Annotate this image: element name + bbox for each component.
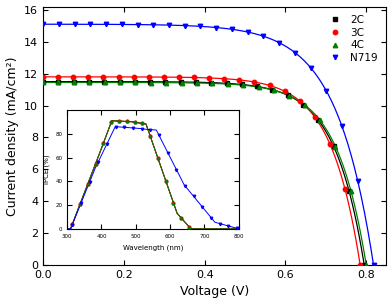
4C xyxy=(318,119,323,122)
4C xyxy=(364,263,368,267)
N719 xyxy=(292,51,297,54)
N719 xyxy=(72,22,77,26)
2C xyxy=(224,81,229,85)
4C xyxy=(256,85,261,89)
3C xyxy=(267,84,272,87)
4C xyxy=(133,81,138,84)
N719 xyxy=(41,22,45,26)
N719 xyxy=(88,22,93,26)
3C xyxy=(282,89,287,93)
2C xyxy=(56,80,61,84)
3C xyxy=(298,99,302,103)
4C xyxy=(41,81,45,84)
2C xyxy=(102,80,107,84)
N719 xyxy=(324,89,328,93)
2C xyxy=(331,145,336,148)
4C xyxy=(225,82,230,86)
Line: 3C: 3C xyxy=(41,74,363,267)
N719 xyxy=(167,23,171,27)
Legend: 2C, 3C, 4C, N719: 2C, 3C, 4C, N719 xyxy=(320,12,381,66)
N719 xyxy=(214,26,218,29)
N719 xyxy=(356,179,360,183)
2C xyxy=(132,80,137,84)
4C xyxy=(302,103,307,107)
3C xyxy=(192,76,196,79)
N719 xyxy=(340,125,345,128)
N719 xyxy=(245,30,250,34)
3C xyxy=(101,75,106,79)
3C xyxy=(358,263,363,267)
2C xyxy=(362,263,367,267)
3C xyxy=(252,80,257,84)
N719 xyxy=(120,22,124,26)
2C xyxy=(163,80,168,84)
N719 xyxy=(371,263,376,267)
Y-axis label: Current density (mA/cm²): Current density (mA/cm²) xyxy=(5,56,18,216)
4C xyxy=(87,81,92,84)
3C xyxy=(207,76,212,80)
N719 xyxy=(277,41,281,44)
3C xyxy=(328,142,332,146)
4C xyxy=(118,81,122,84)
4C xyxy=(56,81,61,84)
2C xyxy=(209,81,214,85)
3C xyxy=(177,75,181,79)
4C xyxy=(102,81,107,84)
4C xyxy=(287,94,292,98)
3C xyxy=(131,75,136,79)
2C xyxy=(117,80,122,84)
N719 xyxy=(151,23,156,27)
3C xyxy=(312,115,317,119)
2C xyxy=(285,93,290,97)
N719 xyxy=(103,22,108,26)
3C xyxy=(41,75,45,79)
X-axis label: Voltage (V): Voltage (V) xyxy=(180,285,249,299)
N719 xyxy=(135,23,140,26)
N719 xyxy=(198,25,203,28)
3C xyxy=(147,75,151,79)
4C xyxy=(71,81,76,84)
2C xyxy=(301,103,305,106)
N719 xyxy=(230,27,234,31)
2C xyxy=(148,80,152,84)
3C xyxy=(162,75,166,79)
3C xyxy=(222,77,227,81)
2C xyxy=(270,88,275,92)
N719 xyxy=(308,66,313,70)
N719 xyxy=(261,34,266,38)
2C xyxy=(71,80,76,84)
N719 xyxy=(182,24,187,27)
4C xyxy=(272,88,276,92)
2C xyxy=(347,189,351,192)
3C xyxy=(237,78,242,82)
3C xyxy=(86,75,91,79)
2C xyxy=(194,80,198,84)
4C xyxy=(241,83,245,87)
4C xyxy=(164,81,169,85)
2C xyxy=(87,80,91,84)
3C xyxy=(56,75,60,79)
3C xyxy=(343,188,347,191)
4C xyxy=(348,189,353,192)
4C xyxy=(149,81,153,85)
2C xyxy=(178,80,183,84)
Line: 2C: 2C xyxy=(41,79,367,267)
Line: 4C: 4C xyxy=(41,80,368,267)
Line: N719: N719 xyxy=(41,22,376,267)
2C xyxy=(240,83,244,86)
N719 xyxy=(56,22,61,26)
4C xyxy=(194,81,199,85)
4C xyxy=(210,81,215,85)
2C xyxy=(316,118,321,122)
4C xyxy=(179,81,184,85)
2C xyxy=(255,85,260,88)
4C xyxy=(333,145,338,148)
2C xyxy=(41,80,45,83)
3C xyxy=(71,75,76,79)
3C xyxy=(116,75,121,79)
